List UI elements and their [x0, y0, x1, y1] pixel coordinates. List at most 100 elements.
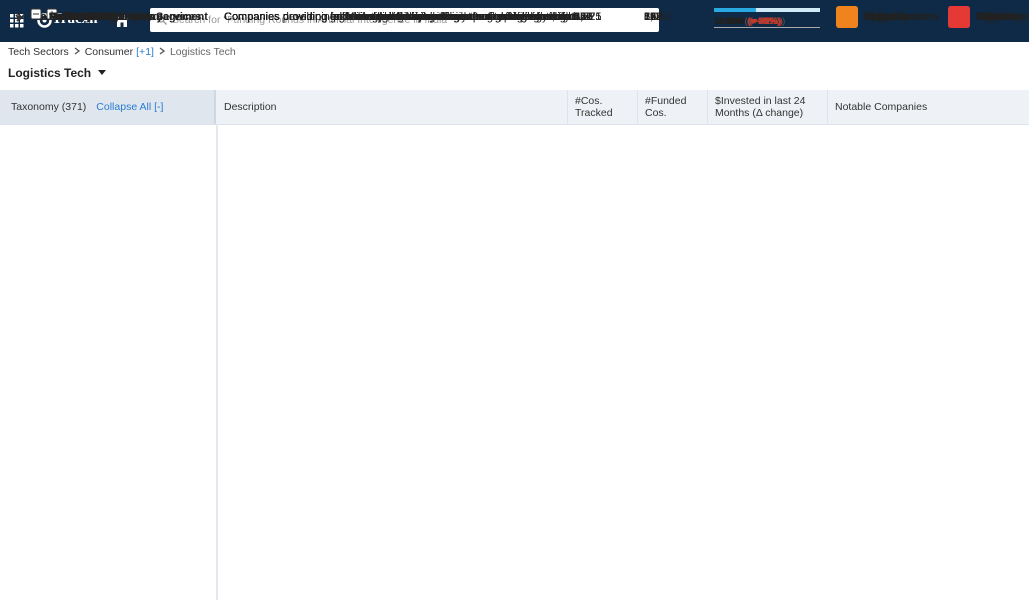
taxonomy-name[interactable]: End to End Delivery Services	[49, 10, 202, 23]
invested-value: $141M	[714, 16, 744, 27]
company-name[interactable]: Lamalove	[864, 10, 912, 23]
company-name[interactable]: Ninja Van	[976, 10, 1023, 23]
company-name[interactable]: InPost	[976, 10, 1008, 23]
taxonomy-name[interactable]: Fulfillment Enablers	[49, 10, 155, 23]
taxonomy-name[interactable]: Middle Mile	[49, 10, 109, 23]
invested-cell: $53.6M (▾-72%)	[714, 5, 783, 38]
taxonomy-name[interactable]: Delivery Services	[49, 10, 141, 23]
cos-tracked: 1,775	[574, 10, 602, 23]
breadcrumb-item[interactable]: Tech Sectors	[8, 46, 69, 58]
logo-text[interactable]: Tracxn	[52, 11, 98, 27]
description: Companies providing tech-enabled return …	[224, 10, 579, 23]
invested-value: $1.72B	[714, 16, 745, 27]
cos-tracked: 14	[574, 10, 587, 23]
header-text: #Funded Cos.	[637, 90, 707, 124]
company-name[interactable]: Flexe	[864, 10, 891, 23]
expander-icon[interactable]	[30, 8, 42, 20]
search-box[interactable]: Search for "Funding Rounds in Artificial…	[150, 8, 659, 32]
invested-cell: $661M (▾-85%)	[714, 5, 780, 38]
company-name[interactable]: Happy Returns	[864, 10, 938, 23]
company-name[interactable]: Shiprocket	[864, 10, 916, 23]
company-name[interactable]: Cainiao	[976, 10, 1014, 23]
chevron	[15, 14, 25, 21]
separator-icon	[159, 47, 166, 55]
funded-cos: 366	[644, 10, 663, 23]
company-name[interactable]: Coupang	[976, 10, 1021, 23]
expander-icon[interactable]	[14, 11, 26, 23]
description: Companies providing middle mile logistic…	[224, 10, 472, 23]
company-name[interactable]: Seven Senders	[864, 10, 940, 23]
company-name[interactable]: MyUS.com	[976, 10, 1029, 23]
taxonomy-name[interactable]: Own Fleet	[65, 10, 118, 23]
company-name[interactable]: Citibox	[864, 10, 898, 23]
company-name[interactable]: Flex Utility	[976, 10, 1027, 23]
chevron	[159, 47, 166, 55]
change: (▾-91%)	[747, 16, 781, 27]
page-title[interactable]: Logistics Tech	[8, 66, 107, 80]
cos-tracked: 162	[574, 10, 593, 23]
invested-value: $3.09B	[714, 16, 745, 27]
funded-cos: 1	[644, 10, 651, 23]
company-name[interactable]: Delhivery	[864, 10, 910, 23]
description: Companies providing last mile logistics …	[224, 10, 457, 23]
invested-cell: $5.7M (▴+137%)	[714, 5, 785, 38]
description: Companies providing fulfilment solutions…	[224, 10, 553, 23]
company-name[interactable]: Zypp Electric	[864, 10, 928, 23]
taxonomy-name[interactable]: Autonomous Delivery	[49, 10, 163, 23]
company-name[interactable]: Shiprocket	[864, 10, 916, 23]
breadcrumb-item[interactable]: [+1]	[136, 46, 154, 58]
company-name[interactable]: Cainiao	[976, 10, 1014, 23]
company-name[interactable]: Exprs	[976, 10, 1005, 23]
taxonomy-name[interactable]: Asset Light	[65, 10, 125, 23]
funded-cos: 1,052	[644, 10, 672, 23]
company-name[interactable]: Nuro	[864, 10, 888, 23]
change: (▾-36%)	[747, 16, 781, 27]
header-text: $Invested in last 24 Months (Δ change)	[707, 90, 827, 124]
change: (▾-57%)	[747, 16, 781, 27]
invested-cell: $263M (▾-89%)	[714, 5, 780, 38]
company-logo[interactable]	[836, 6, 858, 28]
company-name[interactable]: Delhivery	[864, 10, 910, 23]
taxonomy-name[interactable]: Cross Border	[49, 10, 120, 23]
bar-track	[714, 8, 820, 12]
change: (▾-79%)	[748, 16, 782, 27]
company-name[interactable]: Warp	[864, 10, 890, 23]
header-text: #Cos. Tracked	[567, 90, 637, 124]
cos-tracked: 4,221	[574, 10, 602, 23]
taxonomy-name[interactable]: Ecommerce Logistics	[33, 10, 147, 23]
company-name[interactable]: Volansi	[976, 10, 1012, 23]
invested-cell: $3.09B (▾-79%)	[714, 5, 781, 38]
invested-value: $5.7M	[714, 16, 741, 27]
description: Companies providing an alternative endpo…	[224, 10, 580, 23]
funded-cos: 52	[644, 10, 657, 23]
dropdown-icon	[98, 70, 107, 75]
funded-cos: 16	[644, 10, 657, 23]
taxonomy-name[interactable]: Amazon Delivery Management	[49, 10, 208, 23]
header-text: Description	[224, 101, 277, 113]
company-name[interactable]: Delhivery	[976, 10, 1022, 23]
taxonomy-name[interactable]: Returns	[49, 10, 91, 23]
company-logo[interactable]	[948, 6, 970, 28]
company-name[interactable]: Gojek	[976, 10, 1005, 23]
home-icon[interactable]	[114, 12, 130, 28]
cos-tracked: 221	[574, 10, 593, 23]
company-name[interactable]: Flexer	[864, 10, 895, 23]
taxonomy-name[interactable]: Access Point	[49, 10, 119, 23]
invested-value: $263M	[714, 16, 744, 27]
cos-tracked: 473	[574, 10, 593, 23]
chevron	[74, 47, 80, 55]
company-name[interactable]: Grab	[864, 10, 889, 23]
invested-value: $1.06B	[714, 16, 745, 27]
cos-tracked: 96	[574, 10, 587, 23]
expander-icon[interactable]	[46, 8, 58, 20]
search-placeholder: Search for "Funding Rounds in Artificial…	[172, 14, 451, 26]
header-text: Taxonomy (371)	[11, 101, 87, 113]
change: (▾-92%)	[748, 16, 782, 27]
description: Companies providing solutions to eCommer…	[224, 10, 585, 23]
breadcrumb-item[interactable]: Consumer	[84, 46, 134, 58]
company-name[interactable]: Huboo	[976, 10, 1009, 23]
taxonomy-name[interactable]: Last Mile	[49, 10, 97, 23]
company-name[interactable]: Blubirch	[976, 10, 1016, 23]
collapse-all[interactable]: Collapse All [-]	[96, 101, 164, 113]
